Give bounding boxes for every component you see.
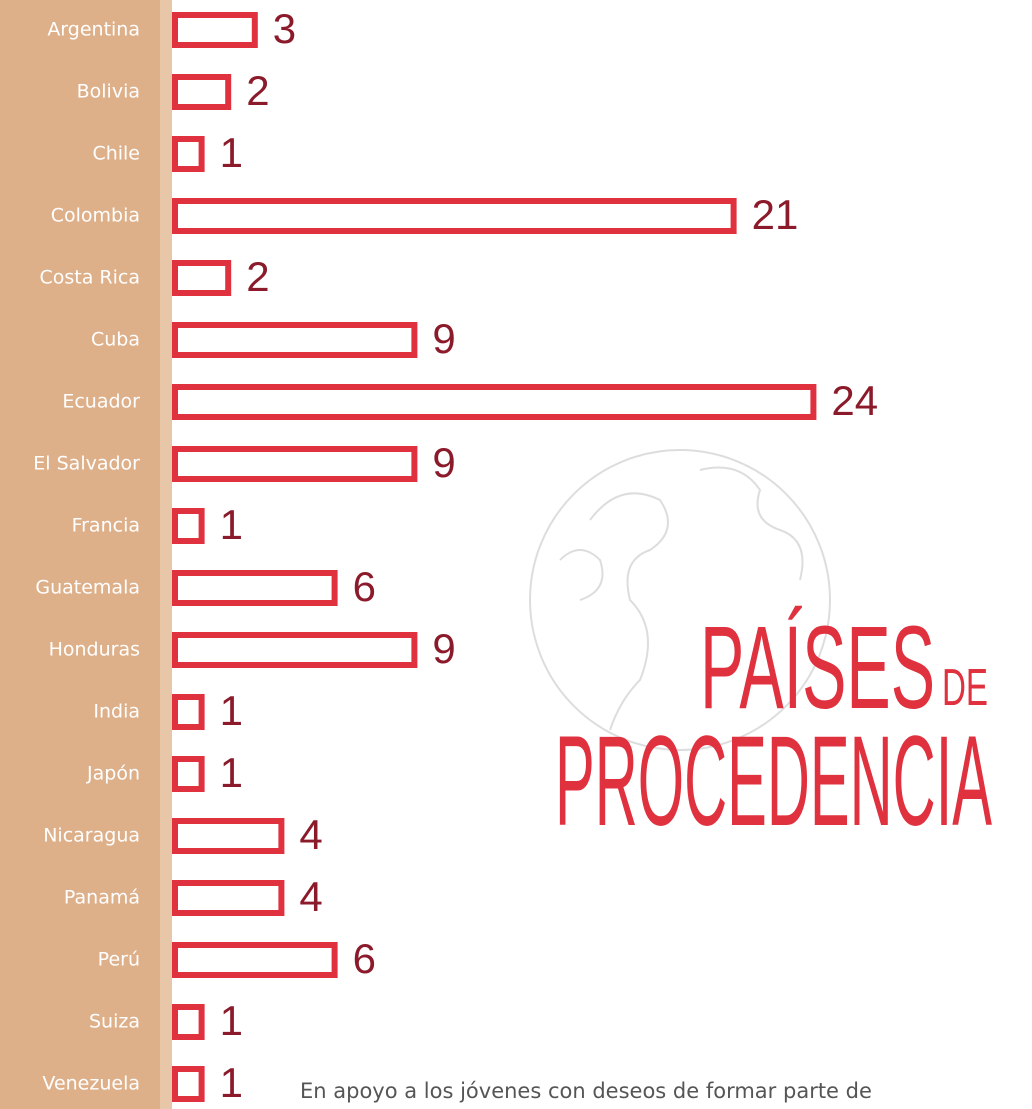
value-label: 1 bbox=[220, 997, 243, 1044]
category-label: Honduras bbox=[49, 639, 140, 661]
value-label: 9 bbox=[432, 315, 455, 362]
bar bbox=[172, 136, 205, 172]
title-line: DE bbox=[942, 659, 988, 717]
category-label: Panamá bbox=[64, 887, 140, 909]
value-label: 1 bbox=[220, 501, 243, 548]
value-label: 1 bbox=[220, 129, 243, 176]
bar bbox=[172, 818, 285, 854]
category-label: Argentina bbox=[47, 19, 140, 41]
value-label: 2 bbox=[246, 67, 269, 114]
bar bbox=[172, 446, 418, 482]
bar bbox=[172, 198, 737, 234]
bar bbox=[172, 260, 232, 296]
bar bbox=[172, 694, 205, 730]
value-label: 24 bbox=[831, 377, 878, 424]
category-label: Ecuador bbox=[62, 391, 140, 413]
category-label: Bolivia bbox=[77, 81, 140, 103]
value-label: 1 bbox=[220, 1059, 243, 1106]
bar bbox=[172, 570, 338, 606]
category-label: Chile bbox=[92, 143, 140, 165]
value-label: 2 bbox=[246, 253, 269, 300]
body-text: En apoyo a los jóvenes con deseos de for… bbox=[300, 1079, 872, 1103]
value-label: 6 bbox=[353, 563, 376, 610]
value-label: 3 bbox=[273, 5, 296, 52]
value-label: 9 bbox=[432, 625, 455, 672]
category-label: Guatemala bbox=[35, 577, 140, 599]
bar bbox=[172, 322, 418, 358]
value-label: 1 bbox=[220, 687, 243, 734]
category-label: Japón bbox=[86, 763, 140, 785]
title-line: PROCEDENCIA bbox=[555, 710, 992, 853]
bar bbox=[172, 756, 205, 792]
category-label: Francia bbox=[72, 515, 140, 537]
bar bbox=[172, 632, 418, 668]
value-label: 21 bbox=[752, 191, 799, 238]
value-label: 1 bbox=[220, 749, 243, 796]
category-label: India bbox=[93, 701, 140, 723]
bar bbox=[172, 880, 285, 916]
category-label: Colombia bbox=[51, 205, 140, 227]
bar bbox=[172, 942, 338, 978]
strip-edge bbox=[160, 0, 172, 1109]
value-label: 9 bbox=[432, 439, 455, 486]
category-label: Cuba bbox=[91, 329, 140, 351]
bar bbox=[172, 12, 258, 48]
bar bbox=[172, 508, 205, 544]
bar bbox=[172, 74, 232, 110]
value-label: 6 bbox=[353, 935, 376, 982]
globe bbox=[529, 449, 831, 751]
category-label: Perú bbox=[98, 949, 140, 971]
bar bbox=[172, 1066, 205, 1102]
value-label: 4 bbox=[299, 811, 322, 858]
label-strip bbox=[0, 0, 160, 1109]
category-label: El Salvador bbox=[33, 453, 140, 475]
bar bbox=[172, 384, 817, 420]
category-label: Nicaragua bbox=[43, 825, 140, 847]
category-label: Venezuela bbox=[42, 1073, 140, 1095]
category-label: Costa Rica bbox=[40, 267, 141, 289]
value-label: 4 bbox=[299, 873, 322, 920]
title-line: PAÍSES bbox=[700, 602, 935, 734]
bar bbox=[172, 1004, 205, 1040]
category-label: Suiza bbox=[89, 1011, 140, 1033]
